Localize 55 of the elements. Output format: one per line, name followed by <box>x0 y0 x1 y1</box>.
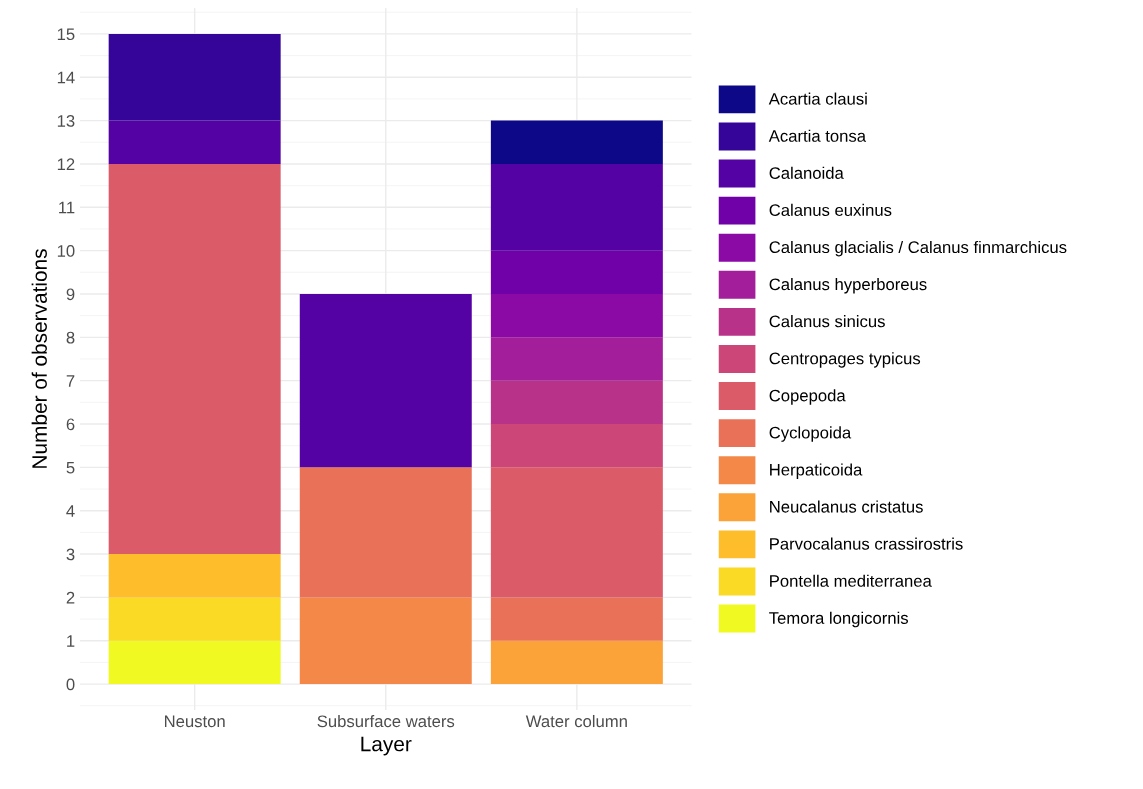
bar <box>108 597 281 641</box>
bar <box>490 380 663 425</box>
x-tick-label: Subsurface waters <box>317 714 455 728</box>
bar <box>108 163 281 555</box>
bar <box>108 33 281 121</box>
bar <box>490 120 663 164</box>
y-tick-label: 8 <box>66 331 75 344</box>
legend-label: Calanus glacialis / Calanus finmarchicus <box>769 240 1067 257</box>
legend-label: Acartia tonsa <box>768 129 867 142</box>
legend-label: Calanus euxinus <box>769 203 892 217</box>
legend-label: Calanus sinicus <box>769 315 885 328</box>
y-tick-label: 3 <box>66 548 75 561</box>
y-tick-label: 10 <box>57 245 75 257</box>
y-tick-label: 4 <box>66 505 75 517</box>
legend-label: Copepoda <box>769 389 846 405</box>
bar <box>490 163 663 251</box>
legend-label: Neucalanus cristatus <box>770 500 923 513</box>
bar <box>490 250 663 294</box>
y-tick-label: 1 <box>67 635 75 647</box>
y-tick-label: 9 <box>66 288 75 301</box>
y-tick-label: 0 <box>66 678 75 691</box>
y-tick-label: 6 <box>66 418 75 431</box>
y-tick-label: 15 <box>57 28 75 41</box>
x-axis-title: Layer <box>361 736 412 756</box>
bar <box>490 424 663 468</box>
legend-label: Parvocalanus crassirostris <box>770 537 963 550</box>
legend-label: Centropages typicus <box>769 352 921 368</box>
bar <box>490 337 663 381</box>
legend-label: Calanoida <box>769 166 844 179</box>
y-tick-label: 14 <box>57 71 75 84</box>
y-tick-label: 12 <box>57 158 75 170</box>
bar <box>108 120 281 164</box>
bar <box>108 554 281 598</box>
legend-label: Pontella mediterranea <box>770 574 932 587</box>
legend-label: Cyclopoida <box>769 426 852 442</box>
x-tick-label: Water column <box>525 714 627 728</box>
bar <box>299 467 472 598</box>
y-tick-label: 11 <box>59 201 75 214</box>
bar <box>299 597 472 685</box>
legend-label: Temora longicornis <box>769 611 909 628</box>
y-tick-label: 7 <box>66 375 75 387</box>
legend-label: Calanus hyperboreus <box>769 277 927 294</box>
bar <box>108 640 281 685</box>
y-tick-label: 5 <box>66 461 75 474</box>
y-tick-label: 2 <box>66 591 75 604</box>
y-axis-title: Number of observations <box>31 249 47 468</box>
bar <box>490 597 663 641</box>
legend-label: Herpaticoida <box>770 463 863 479</box>
y-tick-label: 13 <box>57 114 75 127</box>
bar <box>490 640 663 685</box>
x-tick-label: Neuston <box>165 715 225 728</box>
bar <box>299 293 472 468</box>
bar <box>490 467 663 598</box>
legend-label: Acartia clausi <box>768 92 867 105</box>
bar <box>490 293 663 338</box>
